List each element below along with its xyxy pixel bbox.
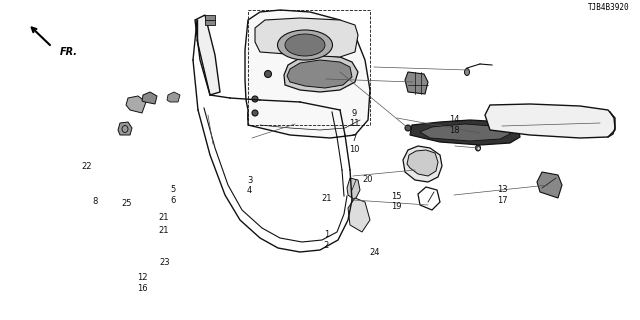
Text: 20: 20 bbox=[363, 175, 373, 184]
Polygon shape bbox=[340, 124, 347, 135]
Polygon shape bbox=[195, 15, 220, 95]
Polygon shape bbox=[248, 112, 342, 132]
Polygon shape bbox=[407, 150, 438, 176]
Text: 1
2: 1 2 bbox=[324, 230, 329, 250]
Polygon shape bbox=[255, 18, 358, 57]
Text: 3
4: 3 4 bbox=[247, 176, 252, 195]
Polygon shape bbox=[142, 92, 157, 104]
Polygon shape bbox=[205, 15, 215, 25]
Polygon shape bbox=[118, 122, 132, 135]
Polygon shape bbox=[348, 198, 370, 232]
Text: 23: 23 bbox=[160, 258, 170, 267]
Polygon shape bbox=[284, 55, 358, 92]
Polygon shape bbox=[537, 172, 562, 198]
Text: FR.: FR. bbox=[60, 47, 78, 57]
Text: 9
11: 9 11 bbox=[349, 109, 359, 128]
Polygon shape bbox=[420, 124, 510, 141]
Polygon shape bbox=[248, 112, 252, 122]
Ellipse shape bbox=[405, 125, 411, 131]
Text: 21: 21 bbox=[321, 194, 332, 203]
Text: 24: 24 bbox=[369, 248, 380, 257]
Ellipse shape bbox=[264, 70, 271, 77]
Polygon shape bbox=[347, 178, 360, 200]
Text: 21: 21 bbox=[158, 213, 168, 222]
Ellipse shape bbox=[252, 96, 258, 102]
Polygon shape bbox=[287, 60, 352, 88]
Polygon shape bbox=[126, 96, 146, 113]
Polygon shape bbox=[167, 92, 180, 102]
Text: 13
17: 13 17 bbox=[497, 186, 508, 205]
Text: 22: 22 bbox=[81, 162, 92, 171]
Ellipse shape bbox=[278, 30, 333, 60]
Ellipse shape bbox=[285, 34, 325, 56]
Polygon shape bbox=[405, 72, 428, 94]
Polygon shape bbox=[485, 104, 615, 138]
Text: 8: 8 bbox=[92, 197, 97, 206]
Text: TJB4B3920: TJB4B3920 bbox=[588, 3, 630, 12]
Text: 14
18: 14 18 bbox=[449, 115, 460, 134]
Text: 25: 25 bbox=[122, 199, 132, 208]
Text: 7
10: 7 10 bbox=[349, 134, 359, 154]
Text: 15
19: 15 19 bbox=[392, 192, 402, 211]
Polygon shape bbox=[245, 10, 370, 138]
Ellipse shape bbox=[476, 145, 481, 151]
Ellipse shape bbox=[252, 110, 258, 116]
Text: 21: 21 bbox=[158, 226, 168, 235]
Text: 5
6: 5 6 bbox=[170, 186, 175, 205]
Polygon shape bbox=[410, 120, 520, 145]
Polygon shape bbox=[403, 146, 442, 182]
Text: 12
16: 12 16 bbox=[137, 274, 147, 293]
Ellipse shape bbox=[465, 68, 470, 76]
